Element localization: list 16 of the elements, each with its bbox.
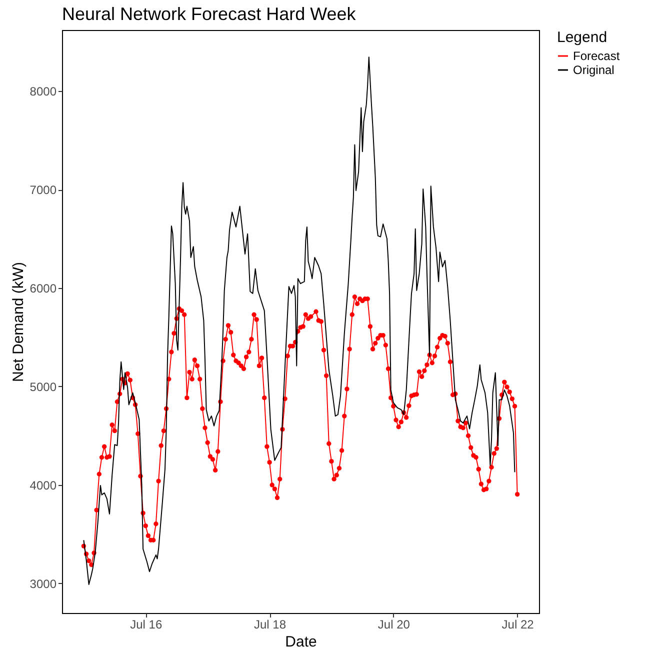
y-tick-label: 7000 bbox=[30, 183, 57, 198]
y-tick-label: 3000 bbox=[30, 576, 57, 591]
legend-title: Legend bbox=[557, 29, 608, 46]
x-axis-title: Date bbox=[285, 634, 317, 650]
legend-label: Forecast bbox=[573, 49, 620, 63]
y-tick-label: 5000 bbox=[30, 380, 57, 394]
y-tick-label: 8000 bbox=[30, 84, 57, 99]
x-tick-label: Jul 20 bbox=[378, 618, 410, 632]
y-tick-label: 6000 bbox=[30, 282, 57, 296]
legend-label: Original bbox=[573, 63, 614, 77]
y-tick-label: 4000 bbox=[30, 478, 57, 492]
chart-title: Neural Network Forecast Hard Week bbox=[62, 4, 357, 24]
y-axis-title: Net Demand (kW) bbox=[10, 262, 27, 382]
x-tick-label: Jul 22 bbox=[502, 618, 534, 632]
x-tick-label: Jul 16 bbox=[130, 618, 162, 632]
x-tick-label: Jul 18 bbox=[254, 618, 286, 632]
